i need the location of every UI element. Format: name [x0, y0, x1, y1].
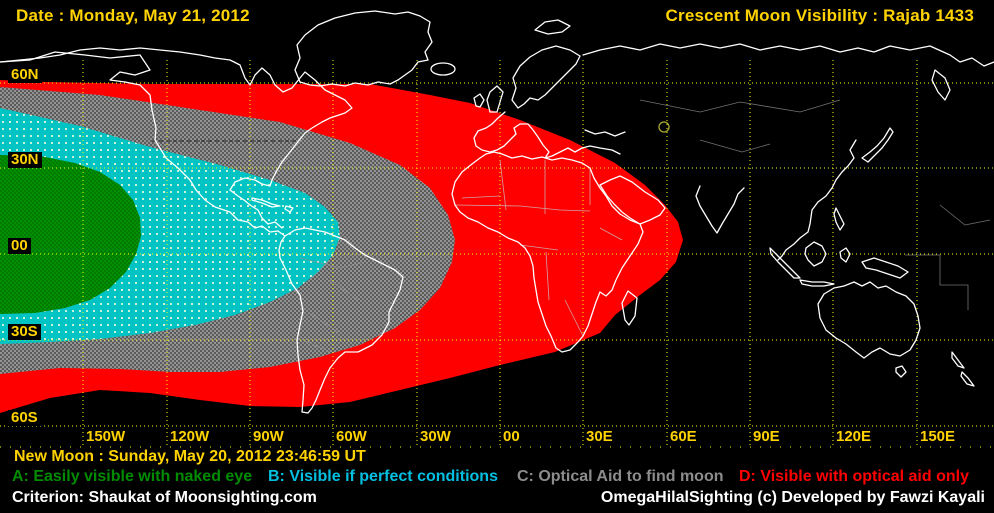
lon-label-120e: 120E — [836, 428, 872, 445]
borneo-coast — [804, 241, 827, 267]
lon-label-60e: 60E — [670, 428, 697, 445]
lat-label-30s: 30S — [8, 324, 41, 340]
credit-label: OmegaHilalSighting (c) Developed by Fawz… — [600, 489, 985, 506]
europe-coast — [473, 111, 621, 159]
legend-a-naked-eye: A: Easily visible with naked eye — [12, 468, 253, 485]
new-guinea-coast — [861, 257, 909, 279]
lon-label-150w: 150W — [86, 428, 126, 445]
cuba-coast — [251, 197, 281, 208]
madagascar-coast — [621, 290, 638, 326]
legend-c-optical-aid-find: C: Optical Aid to find moon — [517, 468, 724, 485]
lon-label-30w: 30W — [420, 428, 451, 445]
legend-d-optical-aid-only: D: Visible with optical aid only — [739, 468, 969, 485]
lon-label-150e: 150E — [920, 428, 956, 445]
black-sea-coast — [584, 129, 626, 137]
date-label: Date : Monday, May 21, 2012 — [16, 6, 250, 25]
lat-label-00: 00 — [8, 238, 31, 254]
tasmania-coast — [895, 365, 907, 378]
country-borders-sa-asia — [299, 99, 991, 353]
page-title: Crescent Moon Visibility : Rajab 1433 — [665, 6, 974, 25]
asia-north-coast — [582, 43, 994, 67]
lon-label-120w: 120W — [170, 428, 210, 445]
lon-label-90w: 90W — [253, 428, 284, 445]
sumatra-coast — [769, 247, 801, 279]
australia-coast — [817, 281, 921, 359]
sulawesi-coast — [839, 247, 851, 263]
philippines-coast — [833, 207, 845, 231]
country-borders — [454, 159, 623, 337]
greenland-coast — [294, 10, 433, 87]
east-asia-coast — [777, 139, 857, 261]
iceland-coast — [430, 62, 456, 76]
lat-label-30n: 30N — [8, 152, 42, 168]
hispaniola-coast — [284, 205, 294, 213]
legend-b-perfect-conditions: B: Visible if perfect conditions — [268, 468, 498, 485]
new-zealand-north-coast — [951, 351, 965, 369]
caspian-sea — [658, 121, 670, 133]
new-moon-label: New Moon : Sunday, May 20, 2012 23:46:59… — [14, 448, 366, 465]
arabia-coast — [599, 175, 666, 225]
britain-coast — [486, 85, 504, 113]
criterion-label: Criterion: Shaukat of Moonsighting.com — [12, 489, 317, 506]
lon-label-90e: 90E — [753, 428, 780, 445]
north-america-coast — [0, 51, 286, 237]
india-coast — [695, 185, 745, 234]
scandinavia-coast — [511, 45, 581, 109]
lon-label-00: 00 — [503, 428, 520, 445]
zone-a-green — [0, 155, 141, 314]
north-america-east-coast — [0, 47, 353, 229]
lon-label-60w: 60W — [336, 428, 367, 445]
svalbard-coast — [534, 19, 571, 35]
lat-label-60s: 60S — [8, 410, 41, 426]
visibility-zones — [0, 80, 683, 413]
java-coast — [799, 279, 835, 287]
lon-label-30e: 30E — [586, 428, 613, 445]
ireland-coast — [473, 93, 485, 108]
world-map — [0, 10, 994, 448]
south-america-coast — [278, 227, 404, 414]
africa-coast — [451, 151, 644, 353]
kamchatka-coast — [931, 69, 951, 101]
graticule-grid — [0, 60, 994, 448]
japan-coast — [861, 127, 894, 163]
new-zealand-south-coast — [960, 371, 975, 387]
coastlines — [0, 10, 994, 414]
lat-label-60n: 60N — [8, 67, 42, 83]
